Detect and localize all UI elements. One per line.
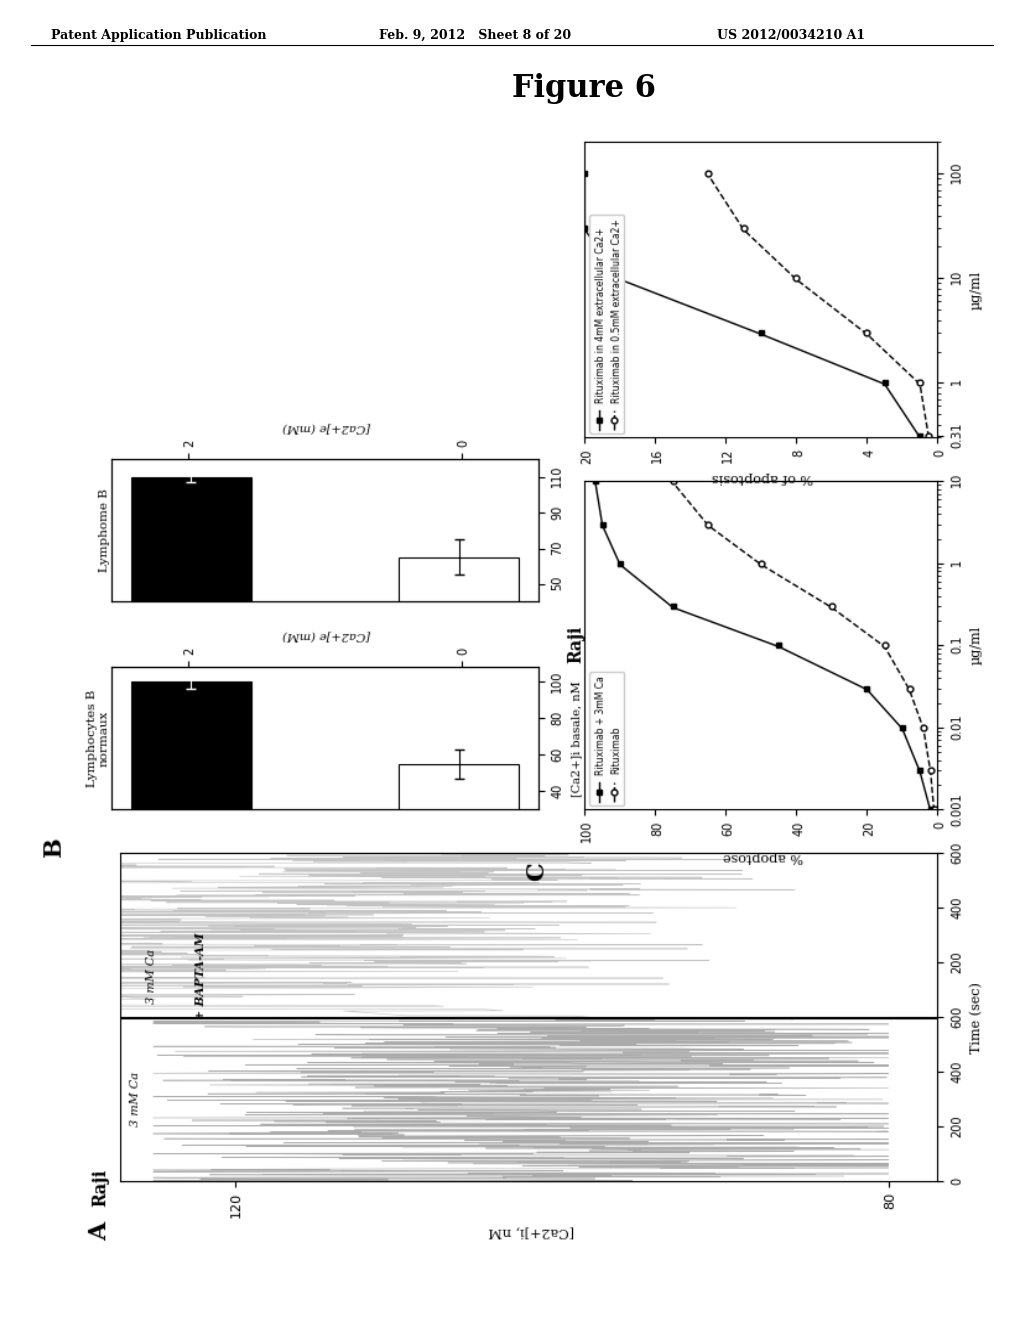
Text: US 2012/0034210 A1: US 2012/0034210 A1 <box>717 29 865 42</box>
Text: Feb. 9, 2012   Sheet 8 of 20: Feb. 9, 2012 Sheet 8 of 20 <box>379 29 571 42</box>
Text: Patent Application Publication: Patent Application Publication <box>51 29 266 42</box>
Text: Figure 6: Figure 6 <box>512 73 655 103</box>
